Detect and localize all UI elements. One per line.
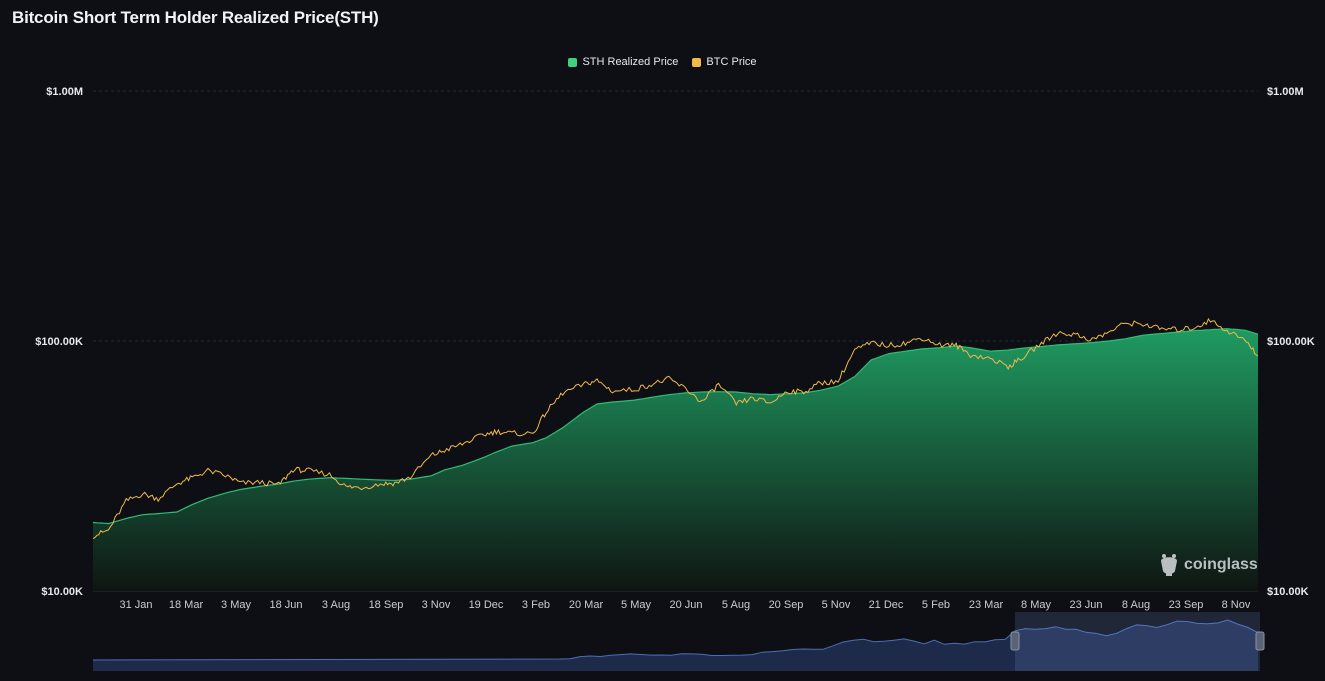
legend-item-sth[interactable]: STH Realized Price xyxy=(568,56,678,68)
x-tick-label: 20 Sep xyxy=(769,599,804,611)
x-tick-label: 5 Aug xyxy=(722,599,750,611)
x-tick-label: 18 Jun xyxy=(269,599,302,611)
x-tick-label: 21 Dec xyxy=(869,599,904,611)
x-tick-label: 3 Aug xyxy=(322,599,350,611)
x-tick-label: 20 Jun xyxy=(669,599,702,611)
x-tick-label: 8 May xyxy=(1021,599,1051,611)
x-tick-label: 23 Mar xyxy=(969,599,1004,611)
x-tick-label: 18 Mar xyxy=(169,599,204,611)
navigator-area xyxy=(93,620,1258,671)
x-tick-label: 8 Aug xyxy=(1122,599,1150,611)
coinglass-watermark: coinglass xyxy=(1158,553,1258,577)
y-axis-left: $1.00M $100.00K $10.00K xyxy=(35,86,83,598)
sth-realized-price-area xyxy=(93,328,1258,591)
legend-swatch-sth xyxy=(568,57,578,67)
x-tick-label: 19 Dec xyxy=(469,599,504,611)
x-tick-label: 3 Feb xyxy=(522,599,550,611)
x-tick-label: 5 May xyxy=(621,599,651,611)
chart-title: Bitcoin Short Term Holder Realized Price… xyxy=(12,8,379,27)
navigator-line xyxy=(92,619,1259,661)
x-tick-label: 3 May xyxy=(221,599,251,611)
x-tick-label: 23 Jun xyxy=(1069,599,1102,611)
watermark-text: coinglass xyxy=(1184,556,1258,573)
chart-legend: STH Realized Price BTC Price xyxy=(0,56,1325,68)
sth-realized-price-line xyxy=(92,328,1259,525)
y-tick-label: $100.00K xyxy=(35,336,83,348)
x-tick-label: 18 Sep xyxy=(369,599,404,611)
x-tick-label: 20 Mar xyxy=(569,599,604,611)
btc-price-line xyxy=(92,317,1259,540)
legend-label-btc: BTC Price xyxy=(706,56,757,68)
coinglass-logo-icon xyxy=(1161,554,1177,576)
y-tick-label: $100.00K xyxy=(1267,336,1315,348)
x-tick-label: 5 Feb xyxy=(922,599,950,611)
x-tick-label: 3 Nov xyxy=(422,599,451,611)
y-tick-label: $1.00M xyxy=(46,86,83,98)
legend-item-btc[interactable]: BTC Price xyxy=(692,56,757,68)
navigator-handle-left[interactable] xyxy=(1010,631,1020,651)
legend-label-sth: STH Realized Price xyxy=(582,56,679,68)
y-tick-label: $1.00M xyxy=(1267,86,1304,98)
y-tick-label: $10.00K xyxy=(41,586,83,598)
navigator-handle-right[interactable] xyxy=(1255,631,1265,651)
y-axis-right: $1.00M $100.00K $10.00K xyxy=(1267,86,1315,598)
range-navigator[interactable] xyxy=(92,612,1265,671)
x-tick-label: 23 Sep xyxy=(1169,599,1204,611)
navigator-selection[interactable] xyxy=(1015,612,1260,671)
y-tick-label: $10.00K xyxy=(1267,586,1309,598)
x-axis-labels: 31 Jan 18 Mar 3 May 18 Jun 3 Aug 18 Sep 3 Nov 1… xyxy=(119,599,1250,611)
x-tick-label: 8 Nov xyxy=(1222,599,1251,611)
x-tick-label: 5 Nov xyxy=(822,599,851,611)
x-tick-label: 31 Jan xyxy=(119,599,152,611)
legend-swatch-btc xyxy=(692,57,702,67)
